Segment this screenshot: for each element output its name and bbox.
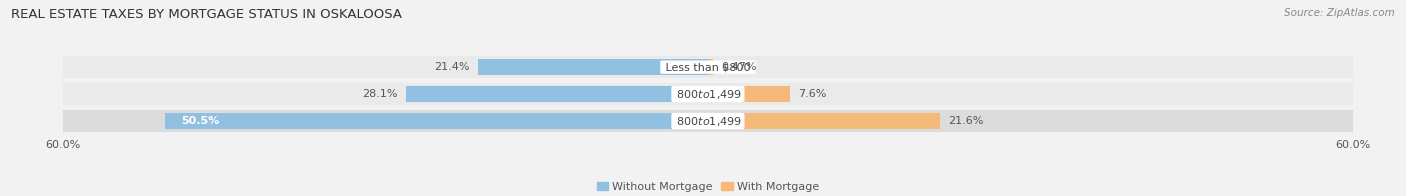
Text: 0.47%: 0.47% bbox=[721, 62, 756, 72]
Bar bbox=[707, 113, 941, 129]
Bar bbox=[478, 59, 707, 75]
Bar bbox=[63, 110, 1353, 132]
Bar bbox=[166, 113, 707, 129]
Bar bbox=[63, 56, 1353, 78]
Text: 50.5%: 50.5% bbox=[181, 116, 219, 126]
Bar bbox=[707, 86, 790, 102]
Bar bbox=[406, 86, 707, 102]
Text: Source: ZipAtlas.com: Source: ZipAtlas.com bbox=[1284, 8, 1395, 18]
Text: Less than $800: Less than $800 bbox=[662, 62, 754, 72]
Text: REAL ESTATE TAXES BY MORTGAGE STATUS IN OSKALOOSA: REAL ESTATE TAXES BY MORTGAGE STATUS IN … bbox=[11, 8, 402, 21]
Text: 21.6%: 21.6% bbox=[949, 116, 984, 126]
Text: $800 to $1,499: $800 to $1,499 bbox=[673, 88, 742, 101]
Bar bbox=[707, 59, 713, 75]
Text: 7.6%: 7.6% bbox=[799, 89, 827, 99]
Text: 21.4%: 21.4% bbox=[434, 62, 470, 72]
Bar bbox=[63, 83, 1353, 105]
Text: $800 to $1,499: $800 to $1,499 bbox=[673, 114, 742, 128]
Legend: Without Mortgage, With Mortgage: Without Mortgage, With Mortgage bbox=[592, 177, 824, 196]
Text: 28.1%: 28.1% bbox=[361, 89, 398, 99]
